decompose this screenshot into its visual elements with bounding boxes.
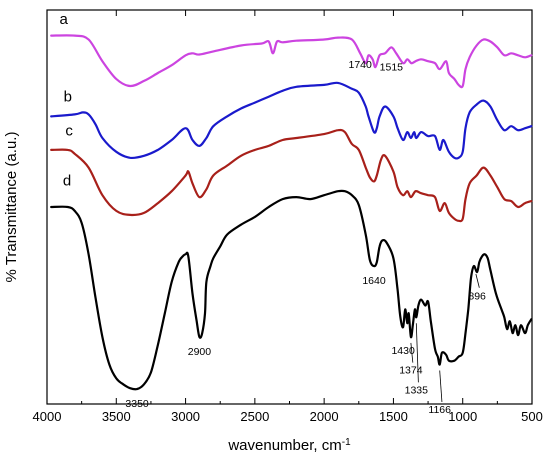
peak-label-2900: 2900 <box>188 346 212 358</box>
x-tick-label: 1000 <box>448 409 477 424</box>
peak-label-1430: 1430 <box>391 345 415 357</box>
peak-leader-1374 <box>410 342 414 363</box>
x-axis-title: wavenumber, cm-1 <box>227 437 351 455</box>
peak-label-1335: 1335 <box>405 384 429 396</box>
x-ticks: 4000 3500 3000 2500 2000 1500 1000 500 <box>33 10 543 424</box>
x-tick-label: 3000 <box>171 409 200 424</box>
y-axis-title: % Transmittance (a.u.) <box>3 132 20 283</box>
peak-label-3350: 3350 <box>125 398 149 410</box>
peak-label-1740: 1740 <box>348 59 372 71</box>
peak-label-1374: 1374 <box>399 365 423 377</box>
x-axis-title-sup: -1 <box>342 437 351 448</box>
peak-leader-896 <box>475 273 480 288</box>
x-tick-label: 2000 <box>310 409 339 424</box>
x-tick-label: 4000 <box>33 409 62 424</box>
plot-frame <box>46 9 533 405</box>
peak-leader-1335 <box>415 323 419 383</box>
x-tick-label: 2500 <box>240 409 269 424</box>
plot-area: 4000 3500 3000 2500 2000 1500 1000 500 a bc d 174… <box>33 9 543 424</box>
peak-label-1515: 1515 <box>380 61 404 73</box>
curve-label-d: d <box>63 172 71 189</box>
curve-label-a: a <box>59 11 68 28</box>
peak-annotations: 1740 1515 1640 2900 3350 1430 1374 1335 1166 896 <box>125 59 486 416</box>
series-line-a <box>50 34 533 89</box>
x-tick-label: 500 <box>521 409 543 424</box>
series-group <box>50 34 533 391</box>
series-line-b <box>50 81 533 160</box>
peak-leader-1166 <box>439 370 443 403</box>
series-line-d <box>50 189 533 391</box>
x-tick-label: 1500 <box>379 409 408 424</box>
peak-label-1640: 1640 <box>362 275 386 287</box>
x-axis-title-main: wavenumber, cm <box>227 437 341 454</box>
peak-label-896: 896 <box>468 291 486 303</box>
series-line-c <box>50 128 533 223</box>
x-tick-label: 3500 <box>102 409 131 424</box>
curve-label-c: c <box>65 122 73 139</box>
peak-label-1166: 1166 <box>428 404 451 416</box>
curve-label-b: b <box>64 88 72 105</box>
curve-labels: a bc d <box>59 11 73 190</box>
